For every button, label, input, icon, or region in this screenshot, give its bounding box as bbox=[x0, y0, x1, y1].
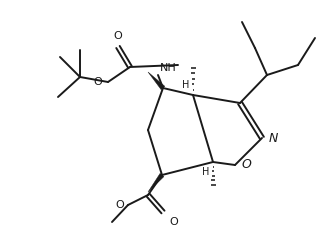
Text: O: O bbox=[169, 217, 178, 227]
Text: NH: NH bbox=[160, 63, 176, 73]
Text: H: H bbox=[202, 167, 209, 177]
Text: O: O bbox=[93, 77, 102, 87]
Text: O: O bbox=[115, 200, 124, 210]
Text: O: O bbox=[242, 158, 252, 171]
Polygon shape bbox=[148, 72, 165, 90]
Polygon shape bbox=[148, 173, 164, 192]
Text: N: N bbox=[269, 132, 278, 144]
Text: O: O bbox=[114, 31, 122, 41]
Text: H: H bbox=[182, 80, 189, 90]
